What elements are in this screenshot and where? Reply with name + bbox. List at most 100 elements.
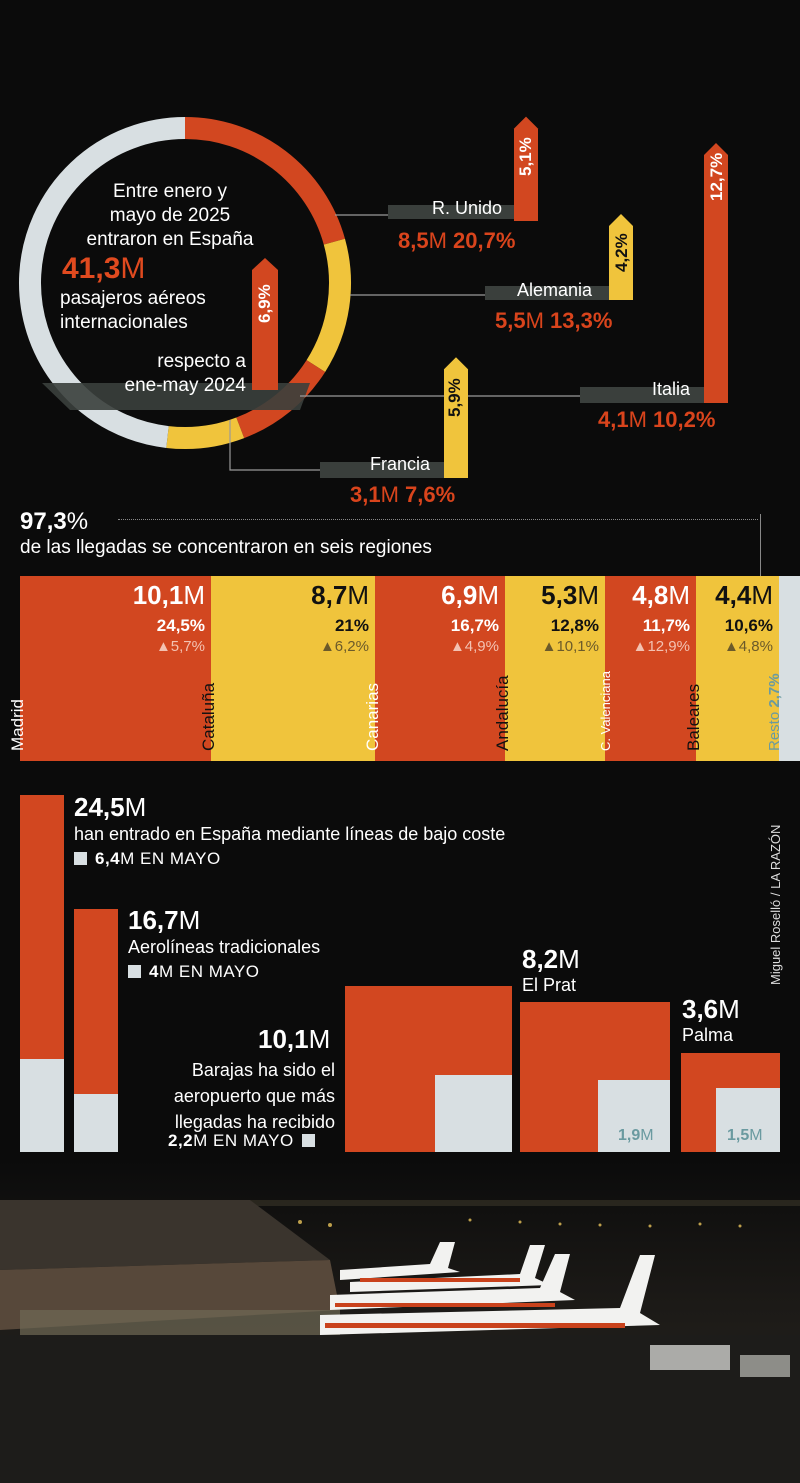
- donut-intro: Entre enero y mayo de 2025 entraron en E…: [50, 180, 290, 252]
- fr-growth: 5,9%: [445, 378, 464, 417]
- lowcost-value: 24,5M: [74, 792, 146, 823]
- lowcost-may-value: 6,4: [95, 849, 121, 868]
- airport-night-photo: [0, 1160, 800, 1483]
- donut-ring: [19, 117, 351, 449]
- region-growth: ▲6,2%: [319, 638, 369, 655]
- de-share: 13,3%: [550, 308, 613, 333]
- region-share: 24,5%: [156, 616, 205, 635]
- region-value-unit: M: [183, 580, 205, 610]
- lowcost-may: 6,4M EN MAYO: [74, 849, 221, 869]
- palma-may-unit: M: [749, 1127, 763, 1144]
- region-name: Cataluña: [199, 682, 218, 751]
- region-value-unit: M: [751, 580, 773, 610]
- palma-may-value: 1,5: [727, 1127, 750, 1144]
- regions-chart: 10,1M 24,5% ▲5,7% Madrid 8,7M 21% ▲6,2% Cataluñ…: [8, 576, 800, 761]
- connector-fr: [229, 420, 320, 471]
- country-bar-fr: [320, 462, 444, 478]
- palma-name: Palma: [682, 1025, 734, 1045]
- country-growth-bars: [320, 116, 728, 478]
- traditional-may: 4M EN MAYO: [128, 962, 260, 982]
- region-value: 8,7M: [311, 580, 369, 611]
- traditional-desc: Aerolíneas tradicionales: [128, 937, 321, 957]
- elprat-may-square: [598, 1080, 670, 1152]
- region-rest-share: 2,7%: [766, 673, 783, 708]
- growth-bar-uk: [514, 116, 538, 221]
- fr-value: 3,1: [350, 482, 381, 507]
- country-value-de: 5,5M 13,3%: [495, 308, 612, 334]
- donut-slice-fr: [166, 417, 245, 449]
- donut-country-chart: [19, 116, 728, 478]
- region-andaluc-a: 5,3M 12,8% ▲10,1% Andalucía: [493, 576, 605, 761]
- de-value: 5,5: [495, 308, 526, 333]
- traditional-may-value: 4: [149, 962, 159, 981]
- country-bar-it: [580, 387, 704, 403]
- photo-credit: Miguel Roselló / LA RAZÓN: [768, 824, 783, 985]
- region-share: 16,7%: [450, 616, 499, 635]
- region-name: C. Valenciana: [598, 671, 613, 751]
- region-value-number: 4,8: [632, 580, 669, 610]
- country-name-it: Italia: [652, 379, 691, 399]
- region-canarias: 6,9M 16,7% ▲4,9% Canarias: [363, 576, 505, 761]
- region-value-number: 5,3: [541, 580, 578, 610]
- fr-share: 7,6%: [405, 482, 456, 507]
- it-share: 10,2%: [653, 407, 716, 432]
- concentration-number: 97,3: [20, 508, 67, 535]
- uk-growth: 5,1%: [516, 137, 535, 176]
- uk-share: 20,7%: [453, 228, 516, 253]
- region-c-valenciana: 4,8M 11,7% ▲12,9% C. Valenciana: [598, 576, 696, 761]
- leader-line: [760, 514, 761, 576]
- elprat-unit: M: [558, 944, 580, 974]
- de-unit: M: [525, 308, 544, 333]
- donut-growth-label: 6,9%: [255, 284, 274, 323]
- region-share: 21%: [334, 616, 369, 635]
- region-value: 6,9M: [441, 580, 499, 611]
- region-growth: ▲4,8%: [723, 638, 773, 655]
- country-bar-uk: [388, 205, 538, 219]
- palma-value: 3,6M: [682, 994, 740, 1025]
- lowcost-desc: han entrado en España mediante líneas de…: [74, 824, 506, 844]
- region-baleares: 4,4M 10,6% ▲4,8% Baleares: [684, 576, 779, 761]
- barajas-value: 10,1M: [258, 1024, 330, 1055]
- barajas-desc-1: Barajas ha sido el: [191, 1060, 335, 1080]
- country-value-uk: 8,5M 20,7%: [398, 228, 515, 254]
- it-growth: 12,7%: [707, 152, 726, 201]
- lowcost-may-text: M EN MAYO: [120, 849, 221, 868]
- donut-desc: pasajeros aéreos internacionales: [60, 287, 206, 335]
- region-value-number: 4,4: [715, 580, 752, 610]
- region-name: Madrid: [8, 699, 27, 751]
- compare-line-2: ene-may 2024: [124, 375, 246, 396]
- lowcost-number: 24,5: [74, 792, 125, 822]
- it-value: 4,1: [598, 407, 629, 432]
- uk-unit: M: [428, 228, 447, 253]
- traditional-may-text: M EN MAYO: [158, 962, 260, 981]
- donut-compare: respecto a ene-may 2024: [125, 350, 246, 398]
- concentration-text: de las llegadas se concentraron en seis …: [20, 537, 432, 558]
- barajas-may-square: [434, 1074, 512, 1152]
- country-name-fr: Francia: [370, 454, 431, 474]
- country-connectors: [229, 214, 580, 471]
- region-value-unit: M: [668, 580, 690, 610]
- barajas-may-text: M EN MAYO: [193, 1131, 294, 1150]
- barajas-may-value: 2,2: [168, 1131, 194, 1150]
- donut-slice-rest: [19, 117, 186, 448]
- region-name: Canarias: [363, 682, 382, 751]
- region-madrid: 10,1M 24,5% ▲5,7% Madrid: [8, 576, 211, 761]
- desc-line-1: pasajeros aéreos: [60, 288, 206, 309]
- legend-square: [128, 965, 141, 978]
- region-value-unit: M: [347, 580, 369, 610]
- region-value-number: 6,9: [441, 580, 478, 610]
- elprat-number: 8,2: [522, 944, 559, 974]
- region-growth: ▲12,9%: [632, 638, 690, 655]
- total-unit: M: [120, 252, 146, 285]
- region-growth: ▲4,9%: [449, 638, 499, 655]
- barajas-desc-3: llegadas ha recibido: [174, 1112, 335, 1132]
- elprat-may-value: 1,9: [618, 1127, 641, 1144]
- intro-line-1: Entre enero y: [112, 181, 228, 202]
- region-value-unit: M: [577, 580, 599, 610]
- donut-growth-bar: [252, 258, 278, 390]
- donut-band: [42, 383, 310, 410]
- region-value: 10,1M: [133, 580, 205, 611]
- barajas-desc: Barajas ha sido el aeropuerto que más ll…: [160, 1057, 335, 1135]
- barajas-unit: M: [308, 1024, 331, 1054]
- barajas-number: 10,1: [258, 1024, 309, 1054]
